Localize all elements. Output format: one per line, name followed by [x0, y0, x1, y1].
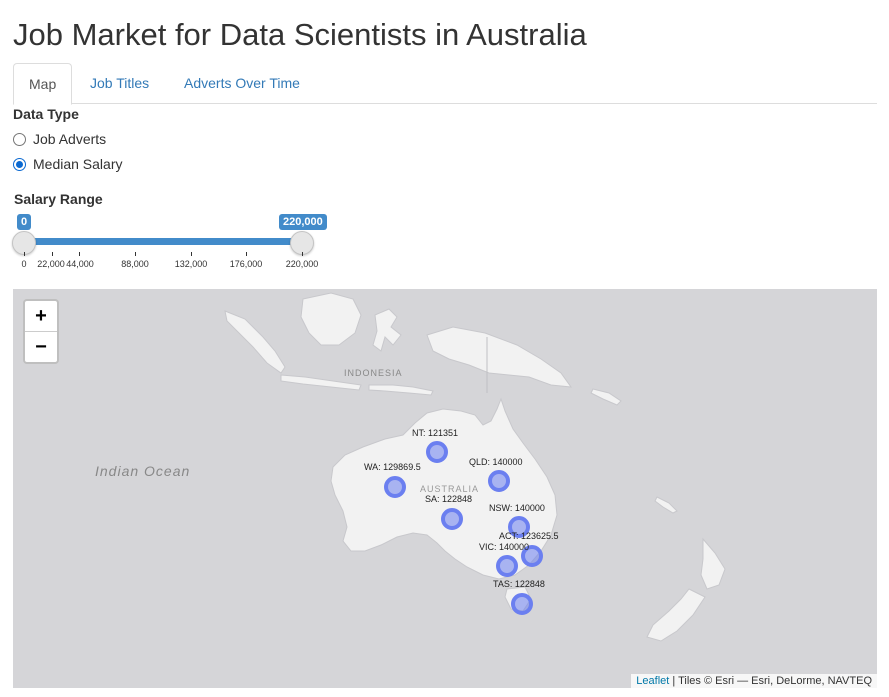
page-title: Job Market for Data Scientists in Austra…: [13, 17, 587, 52]
landmass-solomon: [590, 388, 622, 406]
slider-max-badge: 220,000: [279, 214, 327, 230]
marker-label-act: ACT: 123625.5: [499, 531, 559, 541]
tick-label: 88,000: [121, 259, 149, 269]
tab-job-titles[interactable]: Job Titles: [90, 75, 150, 91]
country-label-australia: AUSTRALIA: [420, 484, 480, 494]
marker-layer: [384, 441, 543, 615]
marker-nt[interactable]: [426, 441, 448, 463]
data-type-label: Data Type: [13, 106, 79, 122]
landmass-borneo: [300, 292, 362, 346]
landmass-new-caledonia: [654, 496, 678, 514]
marker-label-wa: WA: 129869.5: [364, 462, 421, 472]
marker-wa[interactable]: [384, 476, 406, 498]
landmass-australia: [330, 397, 558, 580]
country-label-indonesia: INDONESIA: [344, 368, 403, 378]
marker-label-qld: QLD: 140000: [469, 457, 523, 467]
landmass-nz-north: [700, 537, 726, 590]
marker-act[interactable]: [521, 545, 543, 567]
radio-label: Median Salary: [33, 156, 123, 172]
tick-label: 22,000: [37, 259, 65, 269]
marker-nsw[interactable]: [508, 516, 530, 538]
tick-label: 176,000: [229, 259, 263, 269]
marker-label-sa: SA: 122848: [425, 494, 473, 504]
zoom-control: + −: [23, 299, 59, 364]
landmass-nz-south: [646, 588, 706, 642]
tick-label: 220,000: [285, 259, 319, 269]
tab-bar: Map Job Titles Adverts Over Time: [13, 63, 877, 105]
map-container[interactable]: INDONESIA AUSTRALIA Indian Ocean NT: 121…: [13, 289, 877, 688]
tab-adverts-over-time[interactable]: Adverts Over Time: [184, 75, 300, 91]
radio-label: Job Adverts: [33, 131, 107, 147]
map-canvas[interactable]: [13, 289, 877, 688]
marker-label-nt: NT: 121351: [412, 428, 459, 438]
marker-label-nsw: NSW: 140000: [489, 503, 545, 513]
marker-sa[interactable]: [441, 508, 463, 530]
tick-mark: [79, 252, 80, 256]
marker-label-vic: VIC: 140000: [479, 542, 530, 552]
tick-mark: [302, 252, 303, 256]
landmass-sulawesi: [372, 308, 402, 352]
marker-vic[interactable]: [496, 555, 518, 577]
landmass-sunda: [368, 384, 434, 396]
tick-label: 0: [21, 259, 27, 269]
marker-tas[interactable]: [511, 593, 533, 615]
tick-mark: [135, 252, 136, 256]
marker-qld[interactable]: [488, 470, 510, 492]
landmass-sumatra: [224, 310, 286, 374]
map-attribution: Leaflet | Tiles © Esri — Esri, DeLorme, …: [631, 674, 877, 688]
radio-button[interactable]: [13, 132, 26, 146]
tick-mark: [191, 252, 192, 256]
landmass-java: [280, 374, 362, 391]
slider-selected-range: [24, 238, 302, 245]
radio-job-adverts[interactable]: Job Adverts: [13, 131, 106, 147]
radio-button-selected[interactable]: [13, 157, 26, 171]
slider-min-badge: 0: [17, 214, 32, 230]
zoom-in-button[interactable]: +: [25, 301, 57, 332]
tick-label: 132,000: [174, 259, 208, 269]
marker-label-tas: TAS: 122848: [493, 579, 545, 589]
ocean-label: Indian Ocean: [95, 463, 191, 479]
landmass-new-guinea: [426, 326, 573, 388]
tick-mark: [52, 252, 53, 256]
tab-map[interactable]: Map: [13, 63, 73, 105]
attribution-text: | Tiles © Esri — Esri, DeLorme, NAVTEQ: [669, 675, 872, 687]
salary-range-label: Salary Range: [14, 191, 103, 207]
leaflet-link[interactable]: Leaflet: [636, 675, 670, 687]
tick-mark: [24, 252, 25, 256]
radio-median-salary[interactable]: Median Salary: [13, 156, 123, 172]
tick-mark: [246, 252, 247, 256]
tick-label: 44,000: [66, 259, 94, 269]
zoom-out-button[interactable]: −: [35, 336, 47, 358]
